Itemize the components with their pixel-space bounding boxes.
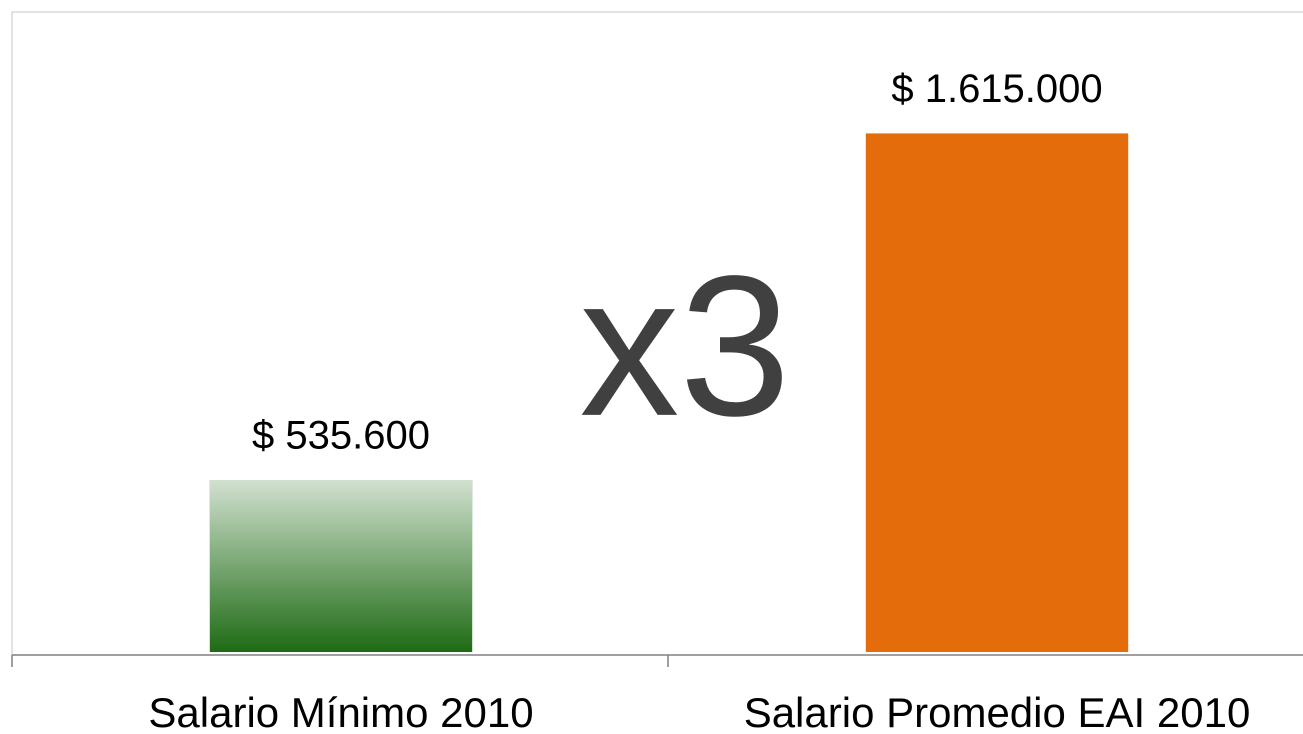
bar xyxy=(865,133,1129,653)
value-label: $ 535.600 xyxy=(252,414,430,458)
annotation: x3 xyxy=(579,235,790,458)
value-label: $ 1.615.000 xyxy=(891,67,1102,111)
x-tick-label: Salario Mínimo 2010 xyxy=(148,689,533,734)
bar-shade xyxy=(209,480,473,652)
x-tick-label: Salario Promedio EAI 2010 xyxy=(744,689,1251,734)
frame xyxy=(11,11,1303,655)
